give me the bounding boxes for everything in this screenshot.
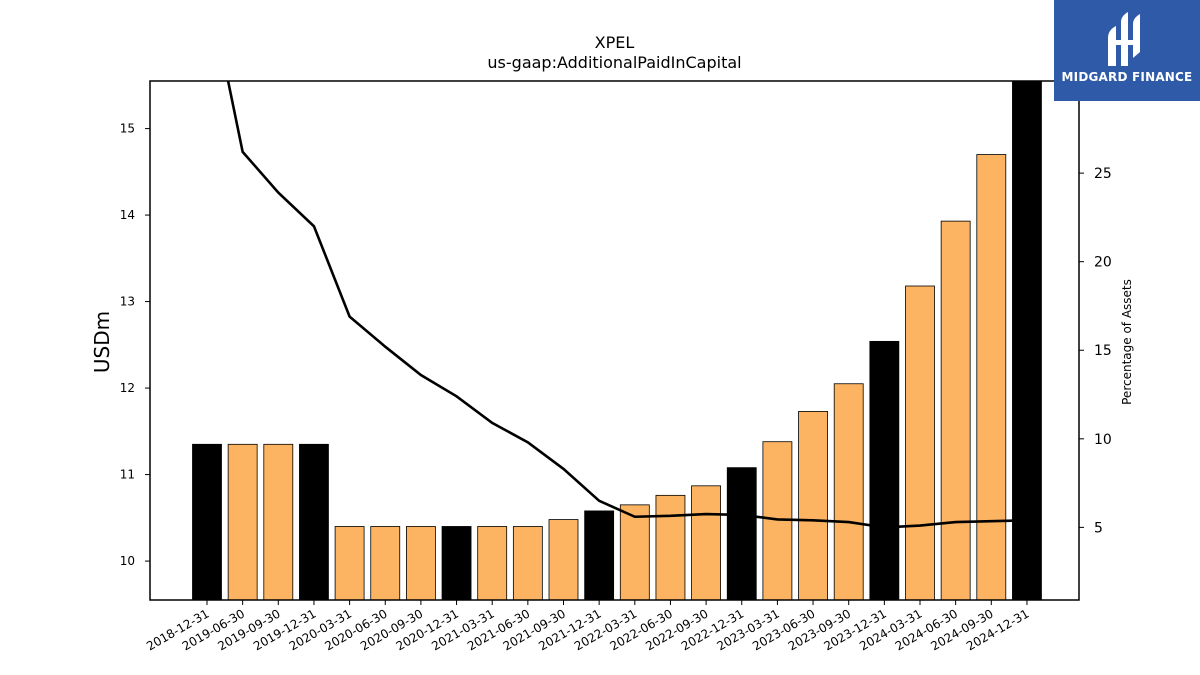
midgard-logo-mark-icon (1108, 12, 1140, 66)
bar-2024-03-31 (905, 285, 935, 601)
bar-2019-09-30 (263, 443, 294, 601)
bar-2022-12-31 (726, 467, 757, 601)
y2-tick-label: 25 (1094, 166, 1112, 182)
bar-2020-09-30 (405, 526, 436, 601)
bar-2021-12-31 (584, 510, 615, 601)
bar-2020-06-30 (370, 526, 401, 601)
percentage-of-assets-line (226, 81, 1027, 529)
bar-2021-03-31 (477, 526, 508, 601)
bar-2023-12-31 (869, 340, 900, 601)
y2-axis-label: Percentage of Assets (1120, 279, 1134, 405)
bar-2020-12-31 (441, 526, 472, 601)
bar-2020-03-31 (334, 526, 365, 601)
y-tick-label: 12 (120, 381, 135, 395)
y2-tick-label: 5 (1094, 520, 1103, 536)
bar-2022-09-30 (691, 485, 721, 601)
bar-2023-09-30 (833, 383, 864, 601)
bar-2019-06-30 (227, 443, 258, 601)
y2-tick-label: 20 (1094, 255, 1112, 271)
y2-tick-label: 15 (1094, 343, 1112, 359)
line-layer (226, 81, 1027, 529)
bar-2024-12-31 (1012, 80, 1042, 601)
bar-2021-06-30 (512, 526, 543, 601)
bar-2019-12-31 (299, 443, 329, 601)
plot-frame (149, 80, 1080, 601)
y-tick-label: 11 (120, 468, 135, 482)
y-tick-label: 15 (120, 122, 135, 136)
bar-2023-06-30 (798, 411, 828, 601)
y-tick-label: 13 (120, 295, 135, 309)
chart-title: XPEL (595, 33, 635, 52)
y2-tick-label: 10 (1094, 432, 1112, 448)
bar-2024-06-30 (940, 220, 971, 601)
chart-subtitle: us-gaap:AdditionalPaidInCapital (487, 53, 741, 72)
y-axis-label: USDm (90, 311, 114, 373)
bar-2021-09-30 (548, 519, 579, 601)
y-tick-label: 10 (120, 554, 135, 568)
bar-2022-03-31 (619, 504, 650, 601)
bars-layer (192, 80, 1042, 601)
midgard-finance-logo: MIDGARD FINANCE (1054, 0, 1200, 101)
bar-2018-12-31 (192, 443, 222, 601)
ticks-layer: 1011121314155101520252018-12-312019-06-3… (120, 122, 1112, 654)
bar-2022-06-30 (655, 494, 686, 601)
logo-text: MIDGARD FINANCE (1061, 70, 1193, 84)
y-tick-label: 14 (120, 208, 135, 222)
bar-2024-09-30 (976, 154, 1007, 601)
